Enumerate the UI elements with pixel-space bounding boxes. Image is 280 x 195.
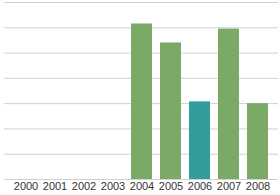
- svg-text:2006: 2006: [188, 180, 212, 192]
- svg-text:2003: 2003: [101, 180, 125, 192]
- svg-text:2004: 2004: [130, 180, 154, 192]
- svg-text:2000: 2000: [14, 180, 38, 192]
- svg-text:2008: 2008: [246, 180, 270, 192]
- svg-text:2001: 2001: [43, 180, 67, 192]
- svg-text:2002: 2002: [72, 180, 96, 192]
- svg-text:2007: 2007: [217, 180, 241, 192]
- svg-text:2005: 2005: [159, 180, 183, 192]
